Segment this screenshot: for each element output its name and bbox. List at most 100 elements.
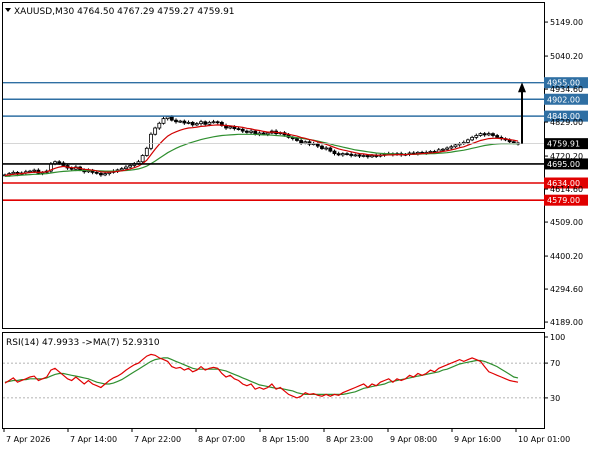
rsi-title: RSI(14) 47.9933 ->MA(7) 52.9310 xyxy=(6,338,160,348)
time-axis-label: 8 Apr 15:00 xyxy=(262,435,309,444)
candle-body xyxy=(303,141,308,144)
time-axis-label: 8 Apr 23:00 xyxy=(326,435,373,444)
candle-body xyxy=(324,147,329,150)
candle-body xyxy=(370,155,374,158)
candle-body xyxy=(353,154,358,157)
level-price-label: 4902.00 xyxy=(547,95,580,104)
rsi-axis-label: 70 xyxy=(550,359,560,368)
candle-body xyxy=(486,133,491,136)
candle-body xyxy=(441,148,445,151)
level-price-label: 4634.00 xyxy=(547,179,580,188)
candle-body xyxy=(336,153,341,156)
level-price-tag xyxy=(544,158,588,170)
candle-body xyxy=(165,116,170,120)
candle-body xyxy=(124,166,128,170)
candle-body xyxy=(445,147,449,150)
candle-body xyxy=(99,172,103,176)
current-price-tag xyxy=(544,138,588,150)
candle-body xyxy=(57,161,62,164)
candle-body xyxy=(161,118,166,124)
price-axis-label: 4934.60 xyxy=(550,85,583,94)
level-price-label: 4579.00 xyxy=(547,196,580,205)
candle-body xyxy=(295,138,299,141)
candle-body xyxy=(511,141,516,144)
candle-body xyxy=(211,121,216,124)
time-axis-label: 9 Apr 16:00 xyxy=(454,435,501,444)
time-axis-label: 7 Apr 2026 xyxy=(6,435,50,444)
candle-body xyxy=(174,119,178,123)
level-price-tag xyxy=(544,110,588,122)
candle-body xyxy=(199,121,203,125)
candle-body xyxy=(32,169,37,172)
candle-body xyxy=(190,121,195,126)
candle-body xyxy=(482,133,487,136)
candle-body xyxy=(474,135,479,138)
target-arrow-head-icon xyxy=(518,82,526,93)
level-price-tag xyxy=(544,177,588,189)
candle-body xyxy=(491,133,495,136)
price-series-group xyxy=(3,115,520,177)
rsi-axis-label: 30 xyxy=(550,394,560,403)
candle-body xyxy=(103,173,107,176)
level-price-label: 4695.00 xyxy=(547,160,580,169)
time-axis-label: 10 Apr 01:00 xyxy=(518,435,570,444)
candle-body xyxy=(94,171,99,174)
candle-body xyxy=(299,140,304,144)
time-axis: 7 Apr 2026 7 Apr 14:00 7 Apr 22:00 8 Apr 07… xyxy=(3,428,570,444)
candle-body xyxy=(182,120,187,124)
candle-body xyxy=(228,126,233,129)
candle-body xyxy=(345,153,349,156)
rsi-axis-label: 100 xyxy=(550,333,565,342)
candle-body xyxy=(495,135,500,138)
time-axis-label: 9 Apr 08:00 xyxy=(390,435,437,444)
candle-body xyxy=(249,130,253,133)
price-axis-label: 4614.60 xyxy=(550,185,583,194)
time-axis-label: 8 Apr 07:00 xyxy=(198,435,245,444)
rsi-indicator-group: RSI(14) 47.9933 ->MA(7) 52.9310 100 70 30 xyxy=(3,333,565,403)
candle-body xyxy=(157,122,162,129)
candle-body xyxy=(320,145,324,150)
price-axis-label: 4294.60 xyxy=(550,285,583,294)
price-axis-label: 5040.20 xyxy=(550,52,583,61)
candle-body xyxy=(240,128,245,132)
time-axis-label: 7 Apr 22:00 xyxy=(134,435,181,444)
rsi-line xyxy=(4,353,519,399)
candle-body xyxy=(119,168,124,171)
horizontal-lines-group[interactable]: 4955.00 4902.00 4848.00 4695.00 4634.00 4579.… xyxy=(3,77,588,206)
candle-body xyxy=(365,155,370,158)
level-price-tag xyxy=(544,194,588,206)
candle-body xyxy=(332,150,337,155)
candle-body xyxy=(153,127,158,135)
candle-body xyxy=(203,121,208,125)
candle-body xyxy=(140,155,145,163)
price-axis-label: 4400.20 xyxy=(550,252,583,261)
candle-body xyxy=(245,130,249,133)
candle-body xyxy=(357,154,362,157)
candle-body xyxy=(349,153,354,156)
ma-fast-line xyxy=(4,124,519,177)
price-axis-label: 4829.00 xyxy=(550,118,583,127)
candle-body xyxy=(328,147,333,152)
price-axis: 5149.00 5040.20 4934.60 4829.00 4720.20 4614.… xyxy=(544,18,583,327)
candle-body xyxy=(178,120,183,123)
candle-body xyxy=(207,121,212,125)
price-axis-label: 4720.20 xyxy=(550,152,583,161)
candle-body xyxy=(478,133,483,136)
price-axis-label: 4189.00 xyxy=(550,318,583,327)
level-price-label: 4955.00 xyxy=(547,79,580,88)
candle-body xyxy=(361,155,366,157)
candle-body xyxy=(215,121,220,124)
candle-body xyxy=(307,141,312,145)
candle-body xyxy=(128,165,133,168)
candle-body xyxy=(449,146,454,149)
current-price-label: 4759.91 xyxy=(547,140,580,149)
rsi-ma-line xyxy=(4,357,519,395)
candle-body xyxy=(261,132,266,135)
dropdown-triangle-icon[interactable] xyxy=(5,8,11,12)
symbol-header: XAUUSD,M30 4764.50 4767.29 4759.27 4759.… xyxy=(14,7,235,17)
candle-body xyxy=(453,144,458,148)
candle-body xyxy=(340,153,345,156)
level-price-tag xyxy=(544,93,588,105)
